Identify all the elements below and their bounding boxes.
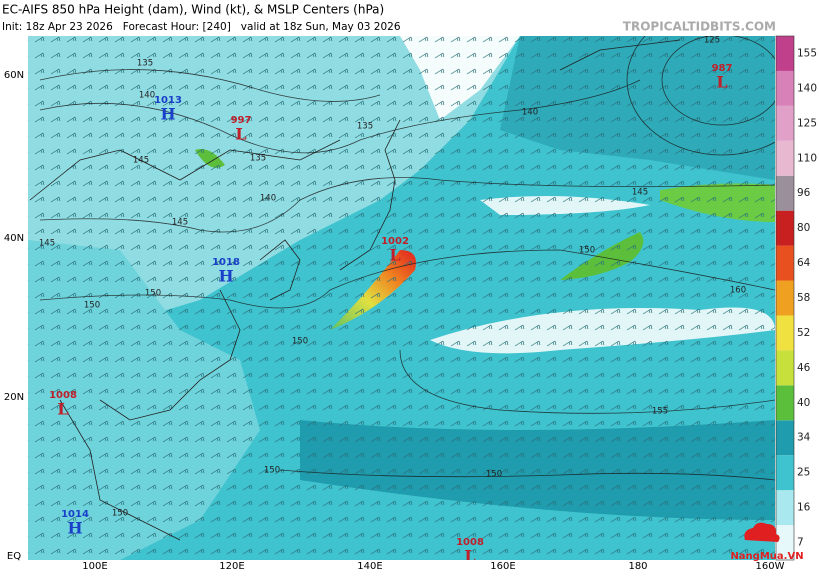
colorbar-label: 96 [797, 187, 811, 199]
contour-label: 150 [486, 470, 502, 480]
center-pressure: 1008 [49, 390, 77, 401]
contour-label: 140 [139, 91, 155, 101]
colorbar-label: 34 [797, 432, 811, 444]
colorbar-band [776, 490, 794, 526]
lon-label: 100E [82, 561, 107, 572]
center-pressure: 1002 [381, 236, 409, 247]
contour-label: 125 [704, 36, 720, 46]
colorbar-label: 7 [797, 537, 804, 549]
lon-label: 120E [219, 561, 244, 572]
colorbar-label: 140 [797, 82, 817, 94]
contour-label: 155 [652, 407, 668, 417]
center-pressure: 997 [231, 115, 252, 126]
contour-label: 150 [264, 466, 280, 476]
colorbar-band [776, 455, 794, 491]
center-pressure: 1008 [456, 537, 484, 548]
colorbar-band [776, 105, 794, 141]
colorbar-label: 25 [797, 467, 810, 479]
lat-label: 20N [4, 392, 24, 403]
colorbar-band [776, 350, 794, 386]
center-letter: L [57, 400, 68, 419]
colorbar-band [776, 525, 794, 560]
colorbar-label: 110 [797, 152, 817, 164]
contour-label: 135 [137, 59, 153, 69]
colorbar-label: 16 [797, 502, 811, 514]
colorbar-band [776, 315, 794, 351]
subtitle: Init: 18z Apr 23 2026 Forecast Hour: [24… [2, 21, 401, 33]
colorbar-band [776, 210, 794, 246]
colorbar-label: 52 [797, 327, 810, 339]
contour-label: 150 [579, 246, 595, 256]
center-letter: H [160, 105, 175, 124]
colorbar-band [776, 280, 794, 316]
center-letter: L [716, 73, 727, 92]
colorbar-label: 155 [797, 47, 817, 59]
lon-label: 160E [490, 561, 515, 572]
contour-label: 150 [145, 289, 161, 299]
colorbar-band [776, 70, 794, 106]
contour-label: 135 [250, 154, 266, 164]
center-pressure: 987 [712, 63, 733, 74]
colorbar-band [776, 140, 794, 176]
watermark-icon [744, 522, 780, 542]
colorbar-label: 64 [797, 257, 811, 269]
lon-label: 180 [628, 561, 647, 572]
colorbar-label: 58 [797, 292, 810, 304]
center-letter: H [67, 519, 82, 538]
center-letter: L [235, 125, 246, 144]
contour-label: 140 [260, 194, 276, 204]
colorbar-band [776, 175, 794, 211]
contour-label: 145 [39, 239, 55, 249]
contour-label: 145 [172, 218, 188, 228]
colorbar-label: 125 [797, 117, 817, 129]
colorbar-label: 46 [797, 362, 811, 374]
colorbar-band [776, 420, 794, 456]
colorbar-band [776, 36, 794, 71]
contour-label: 145 [133, 156, 149, 166]
center-pressure: 1013 [154, 95, 182, 106]
contour-label: 150 [112, 509, 128, 519]
contour-label: 160 [730, 286, 746, 296]
colorbar-label: 80 [797, 222, 810, 234]
title: EC-AIFS 850 hPa Height (dam), Wind (kt),… [2, 3, 384, 17]
site-name: TROPICALTIDBITS.COM [623, 20, 776, 34]
center-letter: H [218, 267, 233, 286]
colorbar-label: 40 [797, 397, 810, 409]
contour-label: 135 [357, 122, 373, 132]
contour-label: 150 [84, 301, 100, 311]
center-pressure: 1018 [212, 257, 240, 268]
watermark: NangMua.VN [730, 551, 803, 562]
center-letter: L [464, 547, 475, 566]
contour-label: 140 [522, 108, 538, 118]
lat-label: 60N [4, 70, 24, 81]
lon-label: 160W [756, 561, 785, 572]
contour-label: 150 [292, 337, 308, 347]
colorbar-frame [775, 35, 795, 561]
center-pressure: 1014 [61, 509, 89, 520]
colorbar-band [776, 245, 794, 281]
contour-label: 145 [632, 188, 648, 198]
lat-label: EQ [7, 551, 21, 562]
center-letter: L [389, 246, 400, 265]
colorbar-band [776, 385, 794, 421]
lat-label: 40N [4, 233, 24, 244]
lon-label: 140E [357, 561, 382, 572]
